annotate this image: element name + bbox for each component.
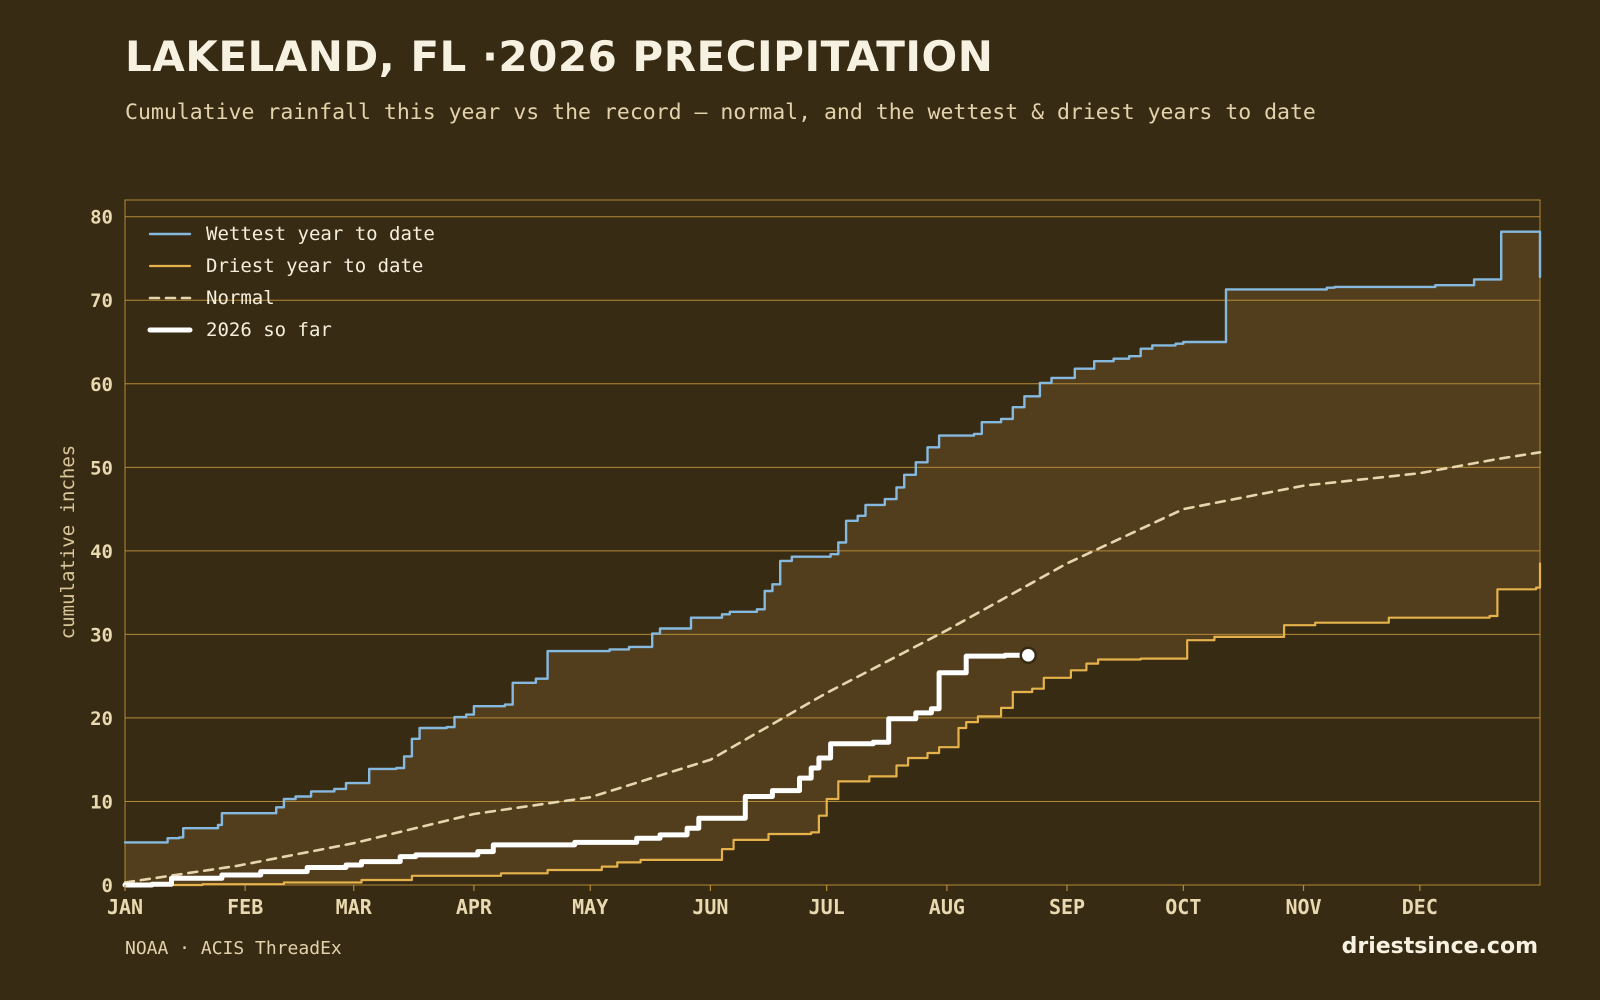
range-band-layer: [125, 231, 1540, 885]
y-tick-label: 40: [90, 541, 113, 563]
legend-label: Wettest year to date: [206, 223, 435, 245]
x-tick-label: JUN: [692, 895, 728, 919]
x-tick-label: MAY: [572, 895, 608, 919]
y-tick-label: 60: [90, 374, 113, 396]
current-year-line: [122, 652, 1031, 888]
x-tick-label: NOV: [1285, 895, 1321, 919]
axis-layer: 0 10 20 30 40 50 60 70 80 JAN FEB MAR APR MAY JUN JUL AU…: [90, 207, 1438, 919]
x-tick-label: OCT: [1165, 895, 1201, 919]
current-year-endpoint: [1019, 646, 1038, 665]
legend-label: Normal: [206, 287, 275, 309]
grid-layer: [124, 199, 1541, 886]
plot-frame: [124, 199, 1541, 886]
chart-subtitle: Cumulative rainfall this year vs the rec…: [125, 100, 1316, 125]
x-tick-label: MAR: [336, 895, 373, 919]
y-tick-label: 10: [90, 791, 113, 813]
y-tick-label: 0: [102, 875, 113, 897]
x-tick-label: SEP: [1049, 895, 1085, 919]
source-credit: NOAA · ACIS ThreadEx: [125, 938, 342, 959]
x-tick-label: AUG: [929, 895, 965, 919]
site-link[interactable]: driestsince.com: [1341, 934, 1538, 959]
y-tick-label: 30: [90, 624, 113, 646]
driest-year-line: [123, 562, 1542, 887]
x-tick-label: APR: [456, 895, 493, 919]
range-band: [125, 231, 1540, 885]
legend-label: Driest year to date: [206, 255, 423, 277]
series-layer: [122, 230, 1542, 888]
y-axis-label: cumulative inches: [57, 445, 79, 639]
y-tick-label: 70: [90, 290, 113, 312]
legend: Wettest year to date Driest year to date N…: [147, 223, 435, 341]
x-tick-label: JUL: [809, 895, 845, 919]
legend-label: 2026 so far: [206, 319, 332, 341]
y-tick-label: 50: [90, 457, 113, 479]
x-tick-label: DEC: [1402, 895, 1438, 919]
x-tick-label: FEB: [227, 895, 263, 919]
wettest-year-line: [123, 230, 1542, 844]
chart-title: LAKELAND, FL ·2026 PRECIPITATION: [125, 32, 994, 81]
y-tick-label: 80: [90, 207, 113, 229]
y-tick-label: 20: [90, 708, 113, 730]
normal-line: [123, 451, 1542, 884]
x-tick-label: JAN: [107, 895, 143, 919]
